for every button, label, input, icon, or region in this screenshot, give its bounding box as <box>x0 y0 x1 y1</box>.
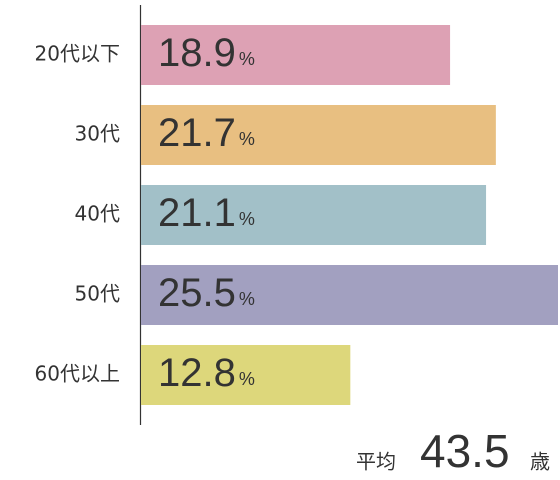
value-number: 25.5 <box>158 271 236 315</box>
category-label: 20代以下 <box>35 42 120 66</box>
value-unit: % <box>239 209 255 229</box>
value-unit: % <box>239 369 255 389</box>
value-unit: % <box>239 289 255 309</box>
category-label: 60代以上 <box>35 362 120 386</box>
value-unit: % <box>239 129 255 149</box>
bar <box>141 345 351 405</box>
category-label: 40代 <box>75 202 120 226</box>
bar <box>141 265 558 325</box>
bar <box>141 25 451 85</box>
value-number: 21.1 <box>158 191 236 235</box>
average-value: 43.5 <box>420 425 510 477</box>
value-unit: % <box>239 49 255 69</box>
value-label: 21.7% <box>158 111 255 155</box>
value-number: 18.9 <box>158 31 236 75</box>
bar <box>141 105 496 165</box>
value-label: 12.8% <box>158 351 255 395</box>
value-label: 21.1% <box>158 191 255 235</box>
average-label: 平均 <box>356 450 396 474</box>
bar <box>141 185 487 245</box>
value-number: 12.8 <box>158 351 236 395</box>
category-label: 30代 <box>75 122 120 146</box>
value-label: 25.5% <box>158 271 255 315</box>
average-unit: 歳 <box>530 450 550 474</box>
value-number: 21.7 <box>158 111 236 155</box>
category-label: 50代 <box>75 282 120 306</box>
value-label: 18.9% <box>158 31 255 75</box>
